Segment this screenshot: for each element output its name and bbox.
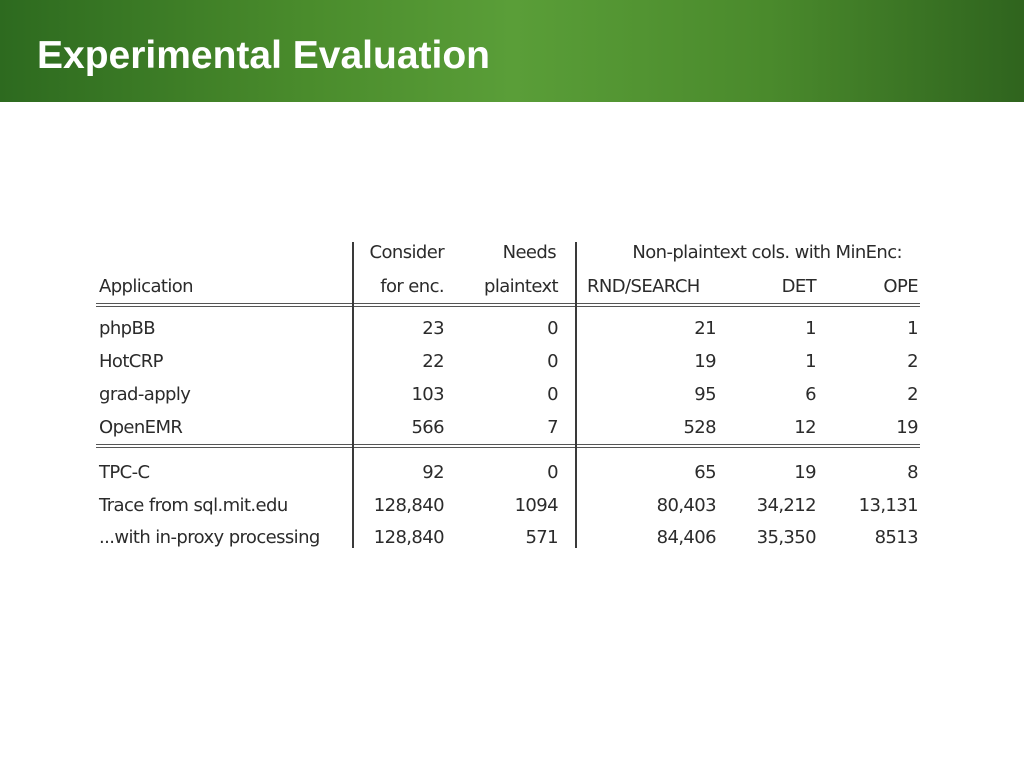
row-needs: 7 [547, 417, 558, 438]
row-det: 1 [805, 351, 816, 372]
row-rnd: 84,406 [656, 527, 717, 548]
row-needs: 0 [547, 351, 558, 372]
row-ope: 8 [907, 462, 918, 483]
title-bar: Experimental Evaluation [0, 0, 1024, 102]
row-ope: 8513 [874, 527, 919, 548]
row-app: HotCRP [99, 351, 164, 372]
header-application: Application [99, 276, 194, 297]
row-app: Trace from sql.mit.edu [99, 495, 288, 516]
row-rnd: 95 [694, 384, 716, 405]
header-needs-top: Needs [502, 242, 557, 263]
row-det: 6 [805, 384, 816, 405]
row-ope: 19 [896, 417, 918, 438]
row-ope: 2 [907, 351, 918, 372]
row-needs: 571 [525, 527, 558, 548]
row-ope: 1 [907, 318, 918, 339]
group-rule-top [96, 444, 920, 445]
header-rnd-search: RND/SEARCH [587, 276, 700, 297]
column-divider-plaintext [575, 242, 577, 548]
header-consider-bottom: for enc. [380, 276, 444, 297]
row-needs: 0 [547, 462, 558, 483]
row-consider: 128,840 [373, 495, 445, 516]
header-consider-top: Consider [369, 242, 445, 263]
row-ope: 2 [907, 384, 918, 405]
row-det: 1 [805, 318, 816, 339]
group-rule-bottom [96, 447, 920, 448]
column-divider-application [352, 242, 354, 548]
row-consider: 103 [411, 384, 444, 405]
row-app: TPC-C [99, 462, 150, 483]
row-rnd: 528 [683, 417, 716, 438]
row-needs: 0 [547, 384, 558, 405]
results-table: Consider Needs Non-plaintext cols. with … [94, 236, 924, 550]
row-det: 35,350 [756, 527, 817, 548]
row-rnd: 21 [694, 318, 716, 339]
row-app: ...with in-proxy processing [99, 527, 320, 548]
row-consider: 566 [411, 417, 444, 438]
header-group-label: Non-plaintext cols. with MinEnc: [632, 242, 902, 263]
row-consider: 23 [422, 318, 444, 339]
row-app: grad-apply [99, 384, 191, 405]
row-rnd: 65 [694, 462, 716, 483]
row-rnd: 80,403 [656, 495, 717, 516]
row-consider: 128,840 [373, 527, 445, 548]
header-det: DET [781, 276, 817, 297]
row-det: 34,212 [756, 495, 817, 516]
row-ope: 13,131 [858, 495, 919, 516]
row-consider: 92 [422, 462, 444, 483]
header-needs-bottom: plaintext [484, 276, 559, 297]
header-rule-bottom [96, 306, 920, 307]
row-rnd: 19 [694, 351, 716, 372]
slide-title: Experimental Evaluation [37, 34, 490, 77]
row-needs: 1094 [514, 495, 559, 516]
row-consider: 22 [422, 351, 444, 372]
header-rule-top [96, 303, 920, 304]
row-needs: 0 [547, 318, 558, 339]
row-det: 19 [794, 462, 816, 483]
row-app: phpBB [99, 318, 156, 339]
header-ope: OPE [883, 276, 918, 297]
row-det: 12 [794, 417, 816, 438]
row-app: OpenEMR [99, 417, 183, 438]
